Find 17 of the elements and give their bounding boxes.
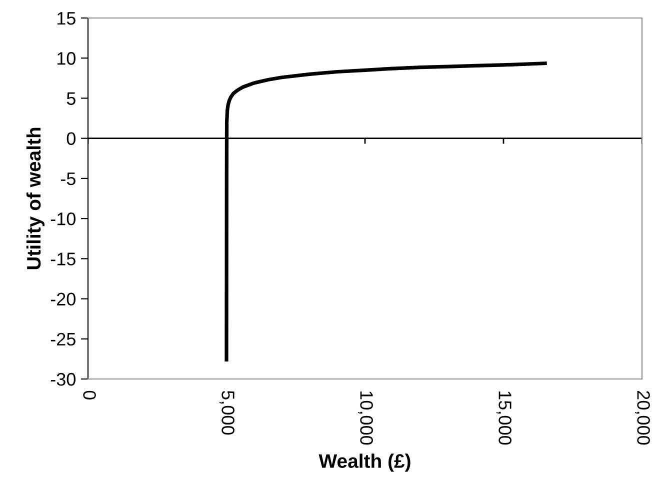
y-tick-label: 15: [57, 12, 76, 25]
y-tick-label: -10: [50, 212, 76, 226]
x-tick-label: 15,000: [496, 391, 512, 445]
x-tick-label: 0: [83, 390, 96, 400]
y-tick-label: -25: [50, 332, 76, 346]
y-tick-label: -30: [50, 372, 76, 386]
y-tick-label: -20: [50, 292, 76, 306]
y-tick-label: 5: [66, 92, 76, 105]
x-tick-label: 20,000: [635, 391, 650, 445]
y-axis-title: Utility of wealth: [26, 128, 45, 270]
y-tick-label: -5: [60, 172, 76, 186]
x-tick-label: 5,000: [220, 390, 234, 435]
x-axis-title: Wealth (£): [318, 454, 410, 472]
y-tick-label: -15: [50, 252, 76, 266]
y-tick-label: 0: [66, 132, 76, 146]
x-tick-label: 10,000: [358, 391, 373, 445]
y-tick-label: 10: [57, 52, 76, 65]
